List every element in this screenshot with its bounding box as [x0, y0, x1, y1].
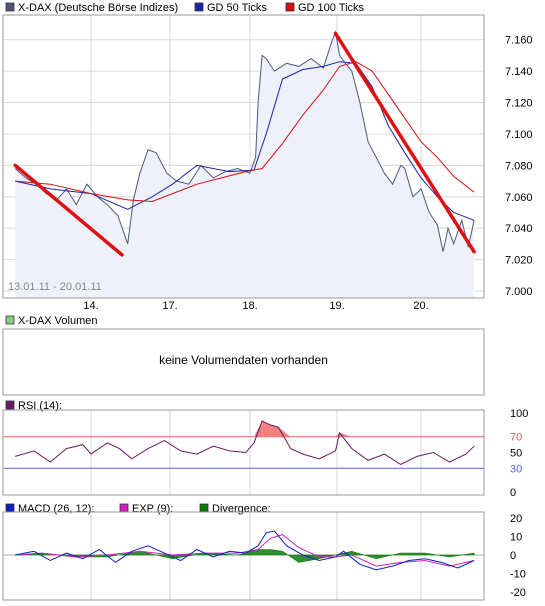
macd-legend-label-1: EXP (9):	[132, 503, 173, 515]
macd-legend-key-0	[5, 503, 15, 513]
macd-y-tick-label-4: -20	[510, 587, 526, 599]
rsi-y-tick-label-0: 100	[510, 408, 528, 420]
exp-line	[15, 534, 475, 567]
macd-legend-label-2: Divergence:	[212, 503, 271, 515]
x-tick-label-2: 18.	[242, 300, 257, 312]
x-tick-label-0: 14.	[83, 300, 98, 312]
gd50-line	[15, 61, 475, 221]
macd-y-tick-label-0: 20	[510, 513, 522, 525]
price-y-tick-label-7: 7.140	[505, 66, 533, 78]
macd-y-tick-label-2: 0	[510, 550, 516, 562]
trendline-0	[13, 163, 124, 257]
price-y-tick-label-1: 7.020	[505, 255, 533, 267]
rsi-legend-key	[5, 400, 15, 410]
gd100-line	[15, 61, 475, 203]
price-y-tick-label-6: 7.120	[505, 98, 533, 110]
price-y-tick-label-4: 7.080	[505, 160, 533, 172]
price-legend-key-1	[194, 2, 204, 12]
price-y-tick-label-2: 7.040	[505, 223, 533, 235]
macd-legend-key-2	[199, 503, 209, 513]
rsi-overbought-fill-24	[339, 432, 352, 437]
price-line	[14, 30, 475, 252]
macd-plot-frame	[2, 511, 485, 601]
price-legend-key-2	[285, 2, 295, 12]
rsi-overbought-fill-17	[262, 420, 271, 437]
price-legend-key-0	[5, 2, 15, 12]
rsi-y-tick-label-4: 0	[510, 487, 516, 499]
price-legend-label-0: X-DAX (Deutsche Börse Indizes)	[18, 2, 178, 14]
rsi-legend-label: RSI (14):	[18, 400, 62, 412]
rsi-line	[15, 420, 475, 465]
volume-legend-key	[5, 315, 15, 325]
price-area-fill	[15, 31, 475, 299]
x-tick-label-1: 17.	[162, 300, 177, 312]
price-y-tick-label-5: 7.100	[505, 129, 533, 141]
price-legend-label-1: GD 50 Ticks	[207, 2, 267, 14]
volume-legend-label: X-DAX Volumen	[18, 315, 97, 327]
price-y-tick-label-8: 7.160	[505, 35, 533, 47]
rsi-y-tick-label-3: 30	[510, 463, 522, 475]
price-plot-frame	[2, 14, 485, 299]
macd-line	[15, 530, 475, 571]
x-tick-label-3: 19.	[329, 300, 344, 312]
volume-plot-frame	[2, 328, 485, 396]
price-y-tick-label-0: 7.000	[505, 286, 533, 298]
rsi-overbought-fill-18	[270, 424, 279, 437]
volume-empty-message: keine Volumendaten vorhanden	[159, 353, 328, 367]
macd-legend-label-0: MACD (26, 12):	[18, 503, 94, 515]
trendline-1	[333, 31, 476, 254]
rsi-overbought-fill-19	[278, 427, 291, 437]
macd-legend-key-1	[119, 503, 129, 513]
rsi-y-tick-label-1: 70	[510, 432, 522, 444]
date-range-label: 13.01.11 - 20.01.11	[8, 281, 102, 293]
macd-y-tick-label-3: -10	[510, 569, 526, 581]
price-y-tick-label-3: 7.060	[505, 192, 533, 204]
x-tick-label-4: 20.	[413, 300, 428, 312]
rsi-plot-frame	[2, 409, 485, 496]
price-legend-label-2: GD 100 Ticks	[298, 2, 365, 14]
rsi-overbought-fill-16	[254, 420, 263, 437]
macd-y-tick-label-1: 10	[510, 532, 522, 544]
rsi-y-tick-label-2: 50	[510, 448, 522, 460]
